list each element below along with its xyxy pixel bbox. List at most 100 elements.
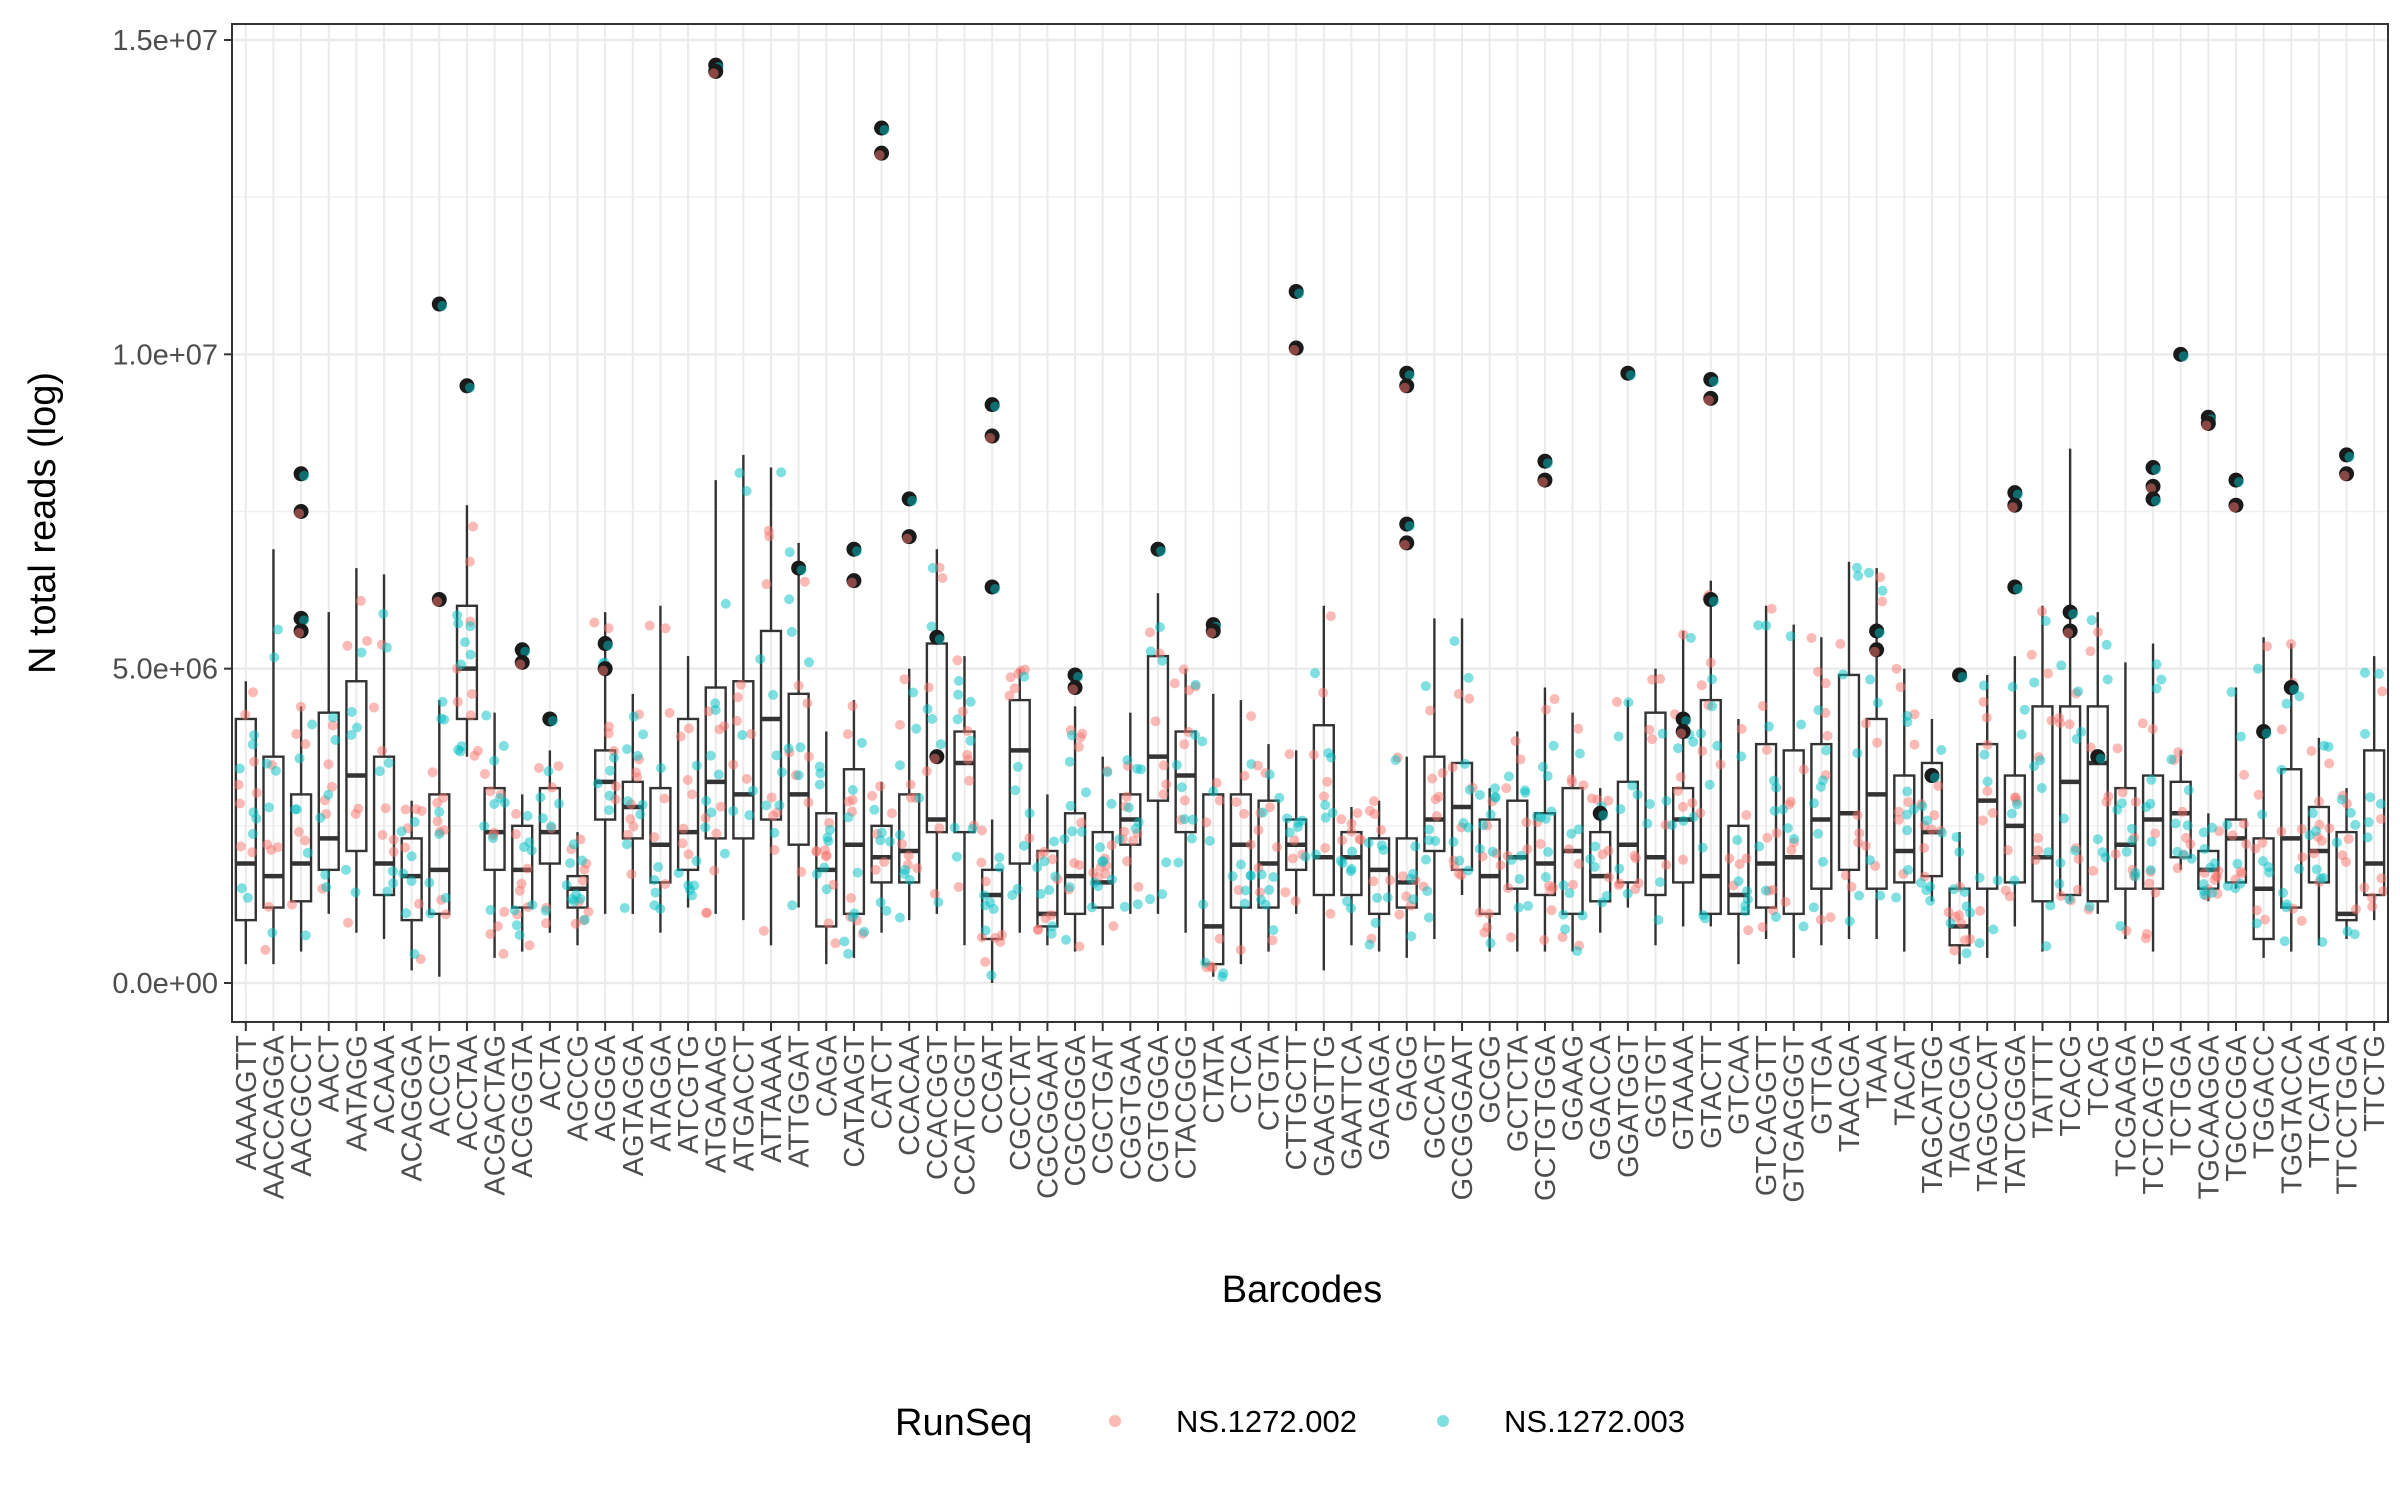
jitter-point (1655, 673, 1666, 684)
jitter-point (1852, 810, 1863, 821)
jitter-point (870, 864, 881, 875)
jitter-point (741, 773, 752, 784)
jitter-point (921, 766, 932, 777)
jitter-point (2101, 639, 2112, 650)
jitter-point (261, 758, 272, 769)
jitter-point (2117, 787, 2128, 798)
x-tick-label: GAGAGA (1364, 1034, 1396, 1160)
jitter-point (2046, 715, 2057, 726)
jitter-point (897, 838, 908, 849)
jitter-point (1676, 728, 1687, 739)
boxplot (1782, 624, 1805, 958)
jitter-point (263, 802, 274, 813)
jitter-point (804, 657, 815, 668)
jitter-point (845, 893, 856, 904)
jitter-point (2056, 660, 2067, 671)
jitter-point (922, 704, 933, 715)
jitter-point (2360, 728, 2371, 739)
jitter-point (1325, 908, 1336, 919)
jitter-point (2102, 674, 2113, 685)
jitter-point (2350, 904, 2361, 915)
jitter-point (1614, 863, 1625, 874)
jitter-point (728, 759, 739, 770)
jitter-point (700, 822, 711, 833)
jitter-point (1064, 882, 1075, 893)
jitter-point (498, 740, 509, 751)
jitter-point (851, 546, 862, 557)
jitter-point (1902, 825, 1913, 836)
jitter-point (342, 640, 353, 651)
jitter-point (847, 785, 858, 796)
jitter-point (884, 836, 895, 847)
jitter-point (1987, 808, 1998, 819)
jitter-point (2145, 798, 2156, 809)
jitter-point (1613, 731, 1624, 742)
jitter-point (1895, 682, 1906, 693)
jitter-point (1760, 885, 1771, 896)
jitter-point (933, 897, 944, 908)
jitter-point (1284, 827, 1295, 838)
jitter-point (1197, 736, 1208, 747)
jitter-point (1771, 911, 1782, 922)
jitter-point (1981, 712, 1992, 723)
jitter-point (1893, 814, 1904, 825)
jitter-point (962, 749, 973, 760)
jitter-point (852, 867, 863, 878)
box-iqr (1754, 742, 1778, 909)
jitter-point (2043, 668, 2054, 679)
x-tick-label: CGCGGAAT (1032, 1035, 1064, 1199)
jitter-point (1207, 962, 1218, 973)
jitter-point (1908, 804, 1919, 815)
jitter-point (1157, 889, 1168, 900)
jitter-point (248, 807, 259, 818)
jitter-point (1012, 883, 1023, 894)
jitter-point (1308, 749, 1319, 760)
jitter-point (776, 467, 787, 478)
jitter-point (1406, 931, 1417, 942)
jitter-point (294, 508, 305, 519)
jitter-point (2151, 683, 2162, 694)
jitter-point (899, 674, 910, 685)
jitter-point (1253, 825, 1264, 836)
jitter-point (1736, 723, 1747, 734)
jitter-point (2226, 687, 2237, 698)
jitter-point (1644, 724, 1655, 735)
jitter-point (1943, 907, 1954, 918)
jitter-point (2198, 827, 2209, 838)
x-tick-label: GCTGTGGA (1530, 1034, 1562, 1201)
jitter-point (438, 792, 449, 803)
jitter-point (356, 647, 367, 658)
jitter-point (1130, 823, 1141, 834)
jitter-point (2029, 677, 2040, 688)
jitter-point (583, 906, 594, 917)
jitter-point (1012, 761, 1023, 772)
x-tick-label: ATGACCT (728, 1035, 760, 1172)
jitter-point (911, 723, 922, 734)
jitter-point (353, 803, 364, 814)
jitter-point (400, 804, 411, 815)
jitter-point (368, 702, 379, 713)
jitter-point (1705, 657, 1716, 668)
jitter-point (2085, 646, 2096, 657)
jitter-point (1578, 780, 1589, 791)
jitter-point (1822, 730, 1833, 741)
jitter-point (622, 829, 633, 840)
jitter-point (1558, 880, 1569, 891)
jitter-point (1597, 897, 1608, 908)
jitter-point (1540, 813, 1551, 824)
jitter-point (986, 970, 997, 981)
jitter-point (2313, 796, 2324, 807)
jitter-point (234, 798, 245, 809)
jitter-point (464, 382, 475, 393)
jitter-point (2084, 901, 2095, 912)
jitter-point (1503, 771, 1514, 782)
x-tick-label: ATAGGA (645, 1034, 677, 1151)
jitter-point (1252, 760, 1263, 771)
jitter-point (1119, 901, 1130, 912)
jitter-point (1982, 739, 1993, 750)
jitter-point (1611, 696, 1622, 707)
jitter-point (326, 781, 337, 792)
jitter-point (1046, 928, 1057, 939)
jitter-point (1598, 810, 1609, 821)
jitter-point (307, 719, 318, 730)
